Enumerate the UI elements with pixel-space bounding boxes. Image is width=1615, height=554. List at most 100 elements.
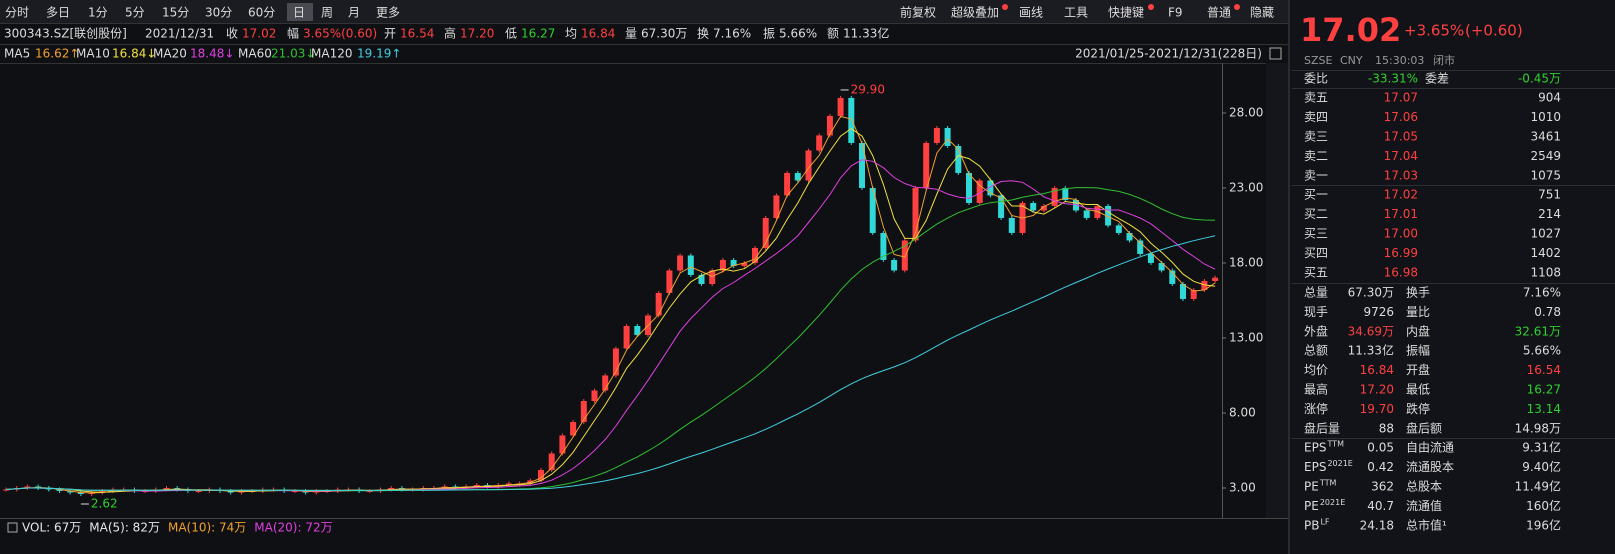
candle-body (933, 127, 940, 143)
candle-body (719, 259, 726, 271)
tool-button[interactable]: 超级叠加 (951, 5, 999, 20)
candle-body (859, 142, 865, 188)
stat-value: 0.42 (1367, 460, 1394, 474)
period-tab[interactable]: 5分 (125, 6, 145, 20)
stat-label: EPS (1304, 441, 1326, 455)
stat-label: 流通值 (1406, 498, 1442, 513)
candle-body (773, 195, 780, 218)
candle-body (473, 484, 480, 487)
book-label: 买二 (1304, 207, 1328, 221)
book-price: 17.00 (1384, 227, 1418, 241)
tool-button[interactable]: 普通 (1207, 6, 1231, 20)
candle-body (1040, 205, 1047, 211)
tool-button[interactable]: 快捷键 (1108, 6, 1144, 20)
candle-body (1158, 262, 1165, 271)
quote-value: 7.16% (713, 27, 751, 41)
book-price: 17.02 (1384, 188, 1418, 202)
tool-button[interactable]: 前复权 (900, 5, 936, 20)
ma-name: MA5 (4, 47, 30, 61)
ma-value: 18.48↓ (190, 47, 234, 61)
period-tab[interactable]: 1分 (88, 6, 108, 20)
stat-label: 总额 (1304, 344, 1328, 358)
stat-value: 88 (1379, 421, 1394, 435)
book-label: 卖三 (1304, 130, 1328, 144)
stat-label: 现手 (1304, 305, 1328, 319)
stat-value: 362 (1371, 480, 1394, 494)
candle-body (77, 492, 84, 494)
stat-label: 最高 (1304, 382, 1328, 397)
candle-body (698, 274, 705, 284)
period-tab[interactable]: 多日 (46, 6, 70, 20)
ma-value: 16.62↑ (35, 47, 79, 61)
book-volume: 2549 (1530, 149, 1561, 163)
candle-body (1147, 253, 1154, 263)
stat-label-sup: TTM (1319, 479, 1337, 488)
period-tab[interactable]: 分时 (5, 6, 29, 20)
ratio-label: 委比 (1304, 72, 1328, 86)
candle-body (752, 247, 758, 263)
change-abs: (+0.60) (1465, 22, 1523, 40)
range-icon[interactable] (1269, 47, 1282, 60)
candle-body (869, 187, 876, 233)
stat-label: 换手 (1406, 286, 1430, 300)
ratio-value: -0.45万 (1518, 72, 1561, 86)
candle-body (634, 325, 641, 335)
stat-label: 跌停 (1406, 401, 1430, 416)
ma-name: MA120 (311, 47, 352, 61)
stat-label: 盘后额 (1406, 420, 1442, 435)
period-tab[interactable]: 30分 (205, 6, 232, 20)
stat-label: 最低 (1406, 383, 1430, 397)
volume-legend: MA(5): 82万 (89, 521, 160, 535)
candle-body (912, 187, 919, 241)
candle-body (741, 262, 748, 266)
quote-label: 均 (565, 27, 577, 41)
candle-body (944, 127, 951, 146)
tool-button[interactable]: 工具 (1064, 6, 1088, 20)
candle-body (67, 490, 74, 493)
scroll-column (1266, 63, 1288, 518)
candle-body (163, 487, 170, 490)
stat-label: PE (1304, 480, 1319, 494)
candle-body (1201, 280, 1208, 290)
candle-body (291, 490, 298, 492)
candle-body (1212, 277, 1219, 281)
quote-label: 额 (827, 27, 839, 41)
period-tab[interactable]: 更多 (376, 6, 400, 20)
ma-name: MA10 (76, 47, 110, 61)
quote-value: 3.65%(0.60) (303, 27, 377, 41)
candle-body (1008, 217, 1015, 233)
period-tab[interactable]: 15分 (162, 6, 189, 20)
candle-body (976, 180, 983, 203)
stat-value: 14.98万 (1515, 421, 1561, 435)
tool-button[interactable]: 隐藏 (1250, 6, 1274, 20)
candle-body (1169, 270, 1176, 284)
stat-value: 9.31亿 (1522, 440, 1561, 455)
candle-body (677, 255, 684, 271)
book-price: 17.05 (1384, 130, 1418, 144)
volume-legend: VOL: 67万 (22, 521, 81, 535)
candle-body (709, 270, 716, 284)
period-tab[interactable]: 周 (321, 6, 333, 20)
candle-body (666, 270, 673, 293)
quote-value: 17.20 (460, 27, 494, 41)
candle-body (570, 421, 577, 436)
candle-body (762, 217, 769, 248)
candle-body (805, 150, 812, 181)
candle-body (923, 142, 930, 188)
stat-label-sup: 2021E (1327, 459, 1352, 468)
candle-body (195, 490, 202, 492)
book-volume: 1402 (1530, 246, 1561, 260)
book-volume: 1010 (1530, 110, 1561, 124)
candle-body (1137, 240, 1144, 254)
tool-button[interactable]: 画线 (1019, 6, 1043, 20)
period-tab[interactable]: 月 (348, 6, 360, 20)
book-price: 17.06 (1384, 110, 1418, 124)
book-price: 16.99 (1384, 246, 1418, 260)
tool-button[interactable]: F9 (1168, 6, 1183, 20)
active-tab-bg (287, 3, 313, 21)
stat-value: 11.33亿 (1348, 343, 1394, 358)
notice-dot (1002, 4, 1008, 10)
period-tab[interactable]: 60分 (248, 6, 275, 20)
candle-body (1030, 202, 1037, 211)
period-tab[interactable]: 日 (293, 6, 305, 20)
